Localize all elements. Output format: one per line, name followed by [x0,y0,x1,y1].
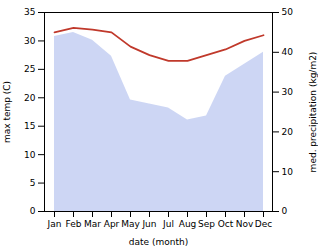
svg-text:Jun: Jun [141,219,156,229]
svg-text:0: 0 [30,206,36,216]
svg-text:50: 50 [282,7,294,17]
svg-text:Nov: Nov [236,219,254,229]
svg-text:Jan: Jan [47,219,62,229]
svg-text:0: 0 [282,206,288,216]
svg-text:20: 20 [24,93,36,103]
svg-text:30: 30 [24,36,36,46]
svg-text:Mar: Mar [84,219,101,229]
svg-text:35: 35 [24,7,35,17]
svg-text:25: 25 [24,64,35,74]
svg-text:May: May [121,219,140,229]
svg-text:med. precipitation (kg/m2): med. precipitation (kg/m2) [308,52,318,173]
svg-text:max temp (C): max temp (C) [2,81,12,143]
svg-text:5: 5 [30,178,36,188]
svg-text:Apr: Apr [104,219,120,229]
svg-text:15: 15 [24,121,35,131]
svg-text:Feb: Feb [66,219,82,229]
svg-text:10: 10 [24,150,36,160]
svg-text:Dec: Dec [255,219,272,229]
svg-text:10: 10 [282,167,294,177]
svg-text:Aug: Aug [179,219,197,229]
svg-text:30: 30 [282,87,294,97]
svg-text:date (month): date (month) [129,237,188,247]
svg-text:Sep: Sep [198,219,215,229]
svg-text:40: 40 [282,47,294,57]
svg-text:Oct: Oct [218,219,234,229]
svg-text:20: 20 [282,127,294,137]
svg-text:Jul: Jul [162,219,174,229]
